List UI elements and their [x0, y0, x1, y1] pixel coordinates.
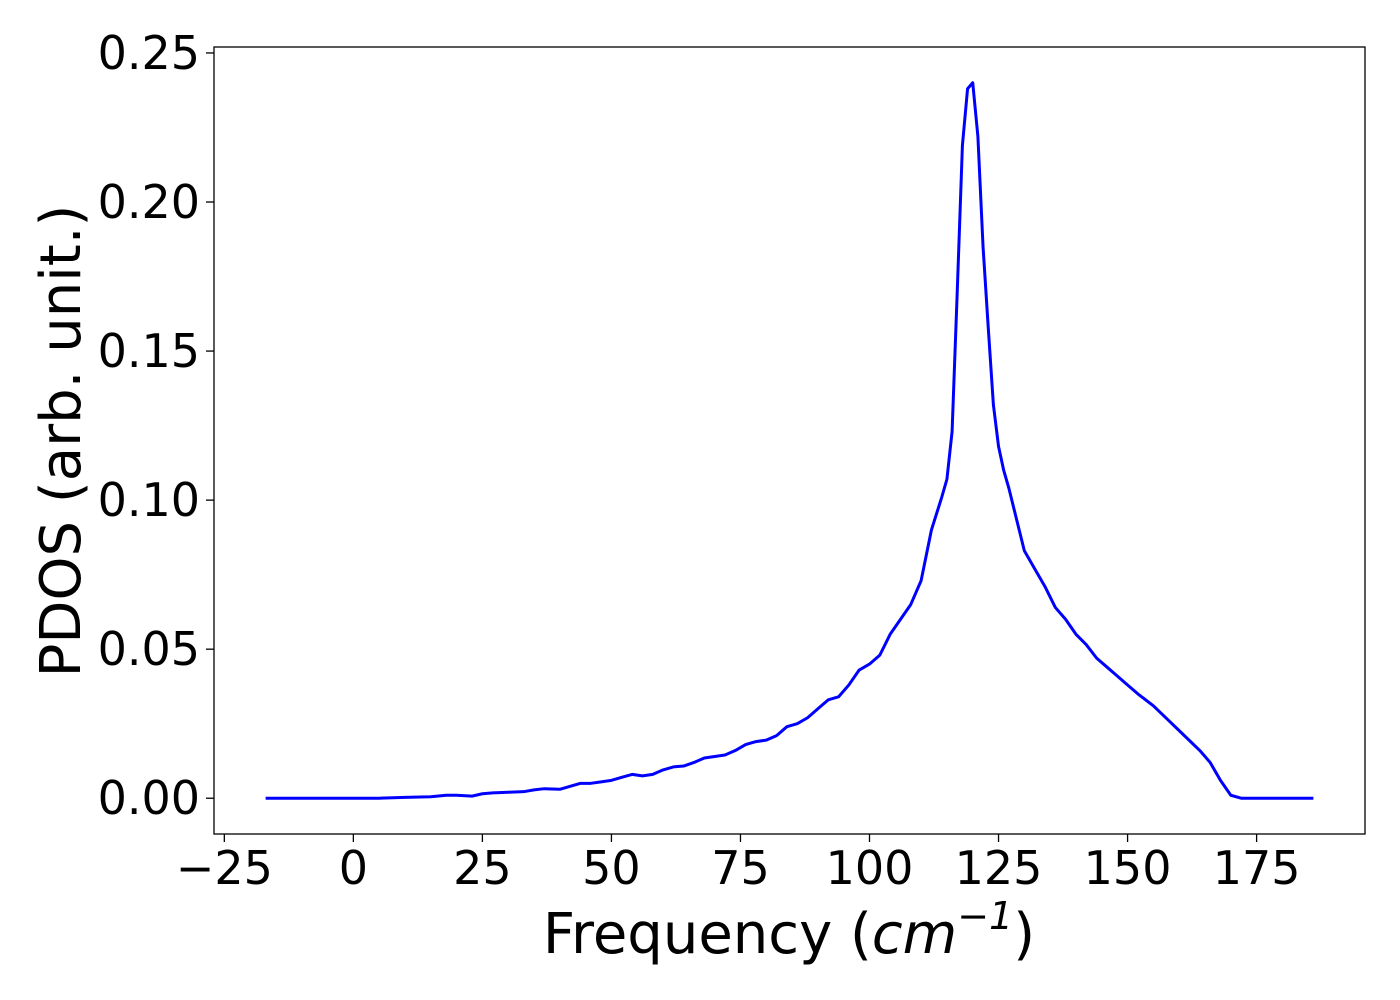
y-tick-label: 0.05: [98, 622, 200, 676]
y-tick-label: 0.10: [98, 473, 200, 527]
x-tick-label: 25: [453, 841, 512, 895]
y-tick-label: 0.00: [98, 771, 200, 825]
x-tick-label: −25: [176, 841, 273, 895]
x-tick-label: 100: [826, 841, 914, 895]
x-axis-ticks: −25 0 25 50 75 100 125 150 175: [176, 834, 1301, 895]
plot-area: [213, 46, 1366, 835]
x-tick-label: 150: [1084, 841, 1172, 895]
x-tick-label: 75: [711, 841, 770, 895]
x-tick-label: 175: [1213, 841, 1301, 895]
x-tick-label: 125: [955, 841, 1043, 895]
x-tick-label: 50: [582, 841, 641, 895]
y-axis-ticks: 0.00 0.05 0.10 0.15 0.20 0.25: [98, 26, 214, 825]
y-axis-label: PDOS (arb. unit.): [29, 205, 94, 678]
x-tick-label: 0: [339, 841, 368, 895]
y-tick-label: 0.20: [98, 175, 200, 229]
y-tick-label: 0.25: [98, 26, 200, 80]
y-tick-label: 0.15: [98, 324, 200, 378]
x-axis-label: Frequency (cm−1): [543, 894, 1035, 967]
pdos-series-line: [265, 81, 1314, 800]
